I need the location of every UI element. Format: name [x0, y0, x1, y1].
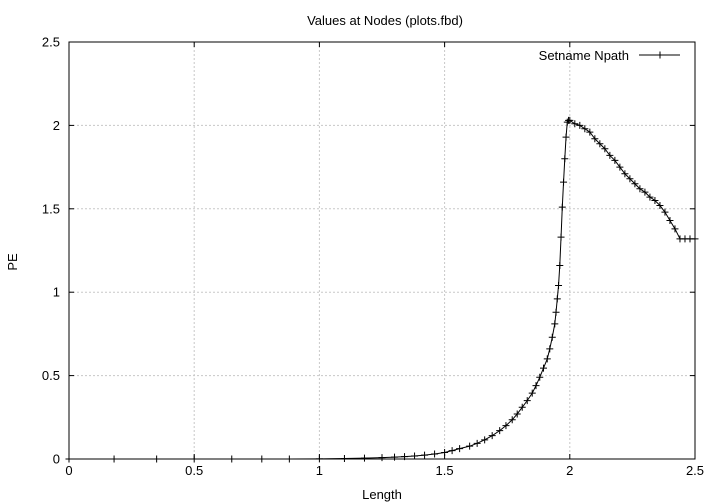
data-series [65, 116, 699, 463]
data-point [466, 442, 474, 450]
data-point [581, 125, 589, 133]
x-tick-label-1: 0.5 [185, 463, 203, 478]
data-point [488, 432, 496, 440]
data-point [553, 295, 561, 303]
data-point [621, 170, 629, 178]
data-point [641, 188, 649, 196]
y-tick-label-4: 2 [53, 118, 60, 133]
data-point [646, 193, 654, 201]
data-point [481, 436, 489, 444]
legend-marker [656, 51, 664, 59]
y-axis-label: PE [5, 253, 20, 271]
data-point [502, 422, 510, 430]
data-point [421, 451, 429, 459]
data-point [651, 196, 659, 204]
x-tick-label-2: 1 [316, 463, 323, 478]
y-tick-label-3: 1.5 [42, 201, 60, 216]
data-point [456, 445, 464, 453]
data-point [606, 151, 614, 159]
data-point [656, 201, 664, 209]
chart-title: Values at Nodes (plots.fbd) [307, 13, 463, 28]
data-point [666, 216, 674, 224]
data-point [518, 403, 526, 411]
x-tick-label-4: 2 [566, 463, 573, 478]
data-point [552, 308, 560, 316]
data-point [523, 397, 531, 405]
data-point [558, 203, 566, 211]
data-point [596, 140, 604, 148]
y-tick-label-5: 2.5 [42, 35, 60, 50]
y-tick-label-1: 0.5 [42, 368, 60, 383]
data-point [543, 355, 551, 363]
data-point [360, 454, 368, 462]
y-tick-label-2: 1 [53, 285, 60, 300]
x-tick-label-3: 1.5 [436, 463, 454, 478]
y-tick-label-0: 0 [53, 452, 60, 467]
data-point [631, 180, 639, 188]
x-tick-label-0: 0 [65, 463, 72, 478]
data-point [496, 427, 504, 435]
data-point [611, 156, 619, 164]
data-point [513, 410, 521, 418]
data-point [661, 208, 669, 216]
data-point [576, 121, 584, 129]
data-point [561, 155, 569, 163]
data-point [562, 133, 570, 141]
data-point [508, 416, 516, 424]
data-point [571, 120, 579, 128]
data-point [548, 333, 556, 341]
data-point [551, 320, 559, 328]
data-point [411, 452, 419, 460]
data-point [557, 233, 565, 241]
data-point [540, 364, 548, 372]
data-point [616, 163, 624, 171]
data-point [532, 382, 540, 390]
data-point [636, 185, 644, 193]
data-point [441, 448, 449, 456]
data-point [591, 135, 599, 143]
data-point [448, 447, 456, 455]
data-point [536, 373, 544, 381]
data-point [528, 389, 536, 397]
grid-lines [69, 42, 695, 459]
data-point [626, 175, 634, 183]
legend: Setname Npath [539, 48, 680, 63]
data-point [546, 345, 554, 353]
plot-frame [68, 41, 696, 460]
data-point [671, 225, 679, 233]
x-tick-label-5: 2.5 [686, 463, 704, 478]
data-point [586, 128, 594, 136]
legend-label: Setname Npath [539, 48, 629, 63]
data-point [601, 145, 609, 153]
data-point [555, 282, 563, 290]
data-point [378, 454, 386, 462]
data-point [556, 262, 564, 270]
data-point [560, 178, 568, 186]
x-axis-label: Length [362, 487, 402, 502]
data-point [566, 116, 574, 124]
data-point [473, 439, 481, 447]
data-point [431, 450, 439, 458]
